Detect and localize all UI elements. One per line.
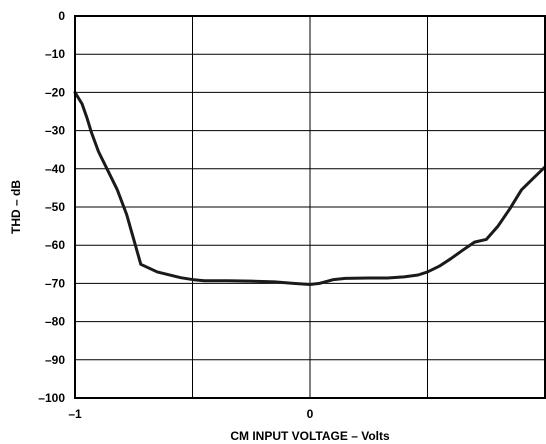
x-axis-label: CM INPUT VOLTAGE – Volts bbox=[230, 429, 390, 443]
y-tick-label: 0 bbox=[58, 9, 65, 23]
y-tick-label: –30 bbox=[45, 124, 65, 138]
y-tick-label: –20 bbox=[45, 85, 65, 99]
series-layer bbox=[73, 90, 546, 287]
y-tick-label: –100 bbox=[38, 391, 65, 405]
y-tick-label: –50 bbox=[45, 200, 65, 214]
y-tick-label: –80 bbox=[45, 315, 65, 329]
y-tick-label: –60 bbox=[45, 238, 65, 252]
y-tick-label: –10 bbox=[45, 47, 65, 61]
y-tick-label: –90 bbox=[45, 353, 65, 367]
grid bbox=[75, 16, 545, 398]
y-tick-label: –70 bbox=[45, 276, 65, 290]
y-tick-label: –40 bbox=[45, 162, 65, 176]
y-axis-label: THD – dB bbox=[9, 180, 23, 234]
plot-frame bbox=[74, 15, 546, 399]
x-tick-label: –1 bbox=[68, 407, 82, 421]
x-tick-label: 0 bbox=[307, 407, 314, 421]
thd-series-line bbox=[73, 90, 546, 287]
tick-labels: 0–10–20–30–40–50–60–70–80–90–100–1 0 bbox=[38, 9, 313, 421]
